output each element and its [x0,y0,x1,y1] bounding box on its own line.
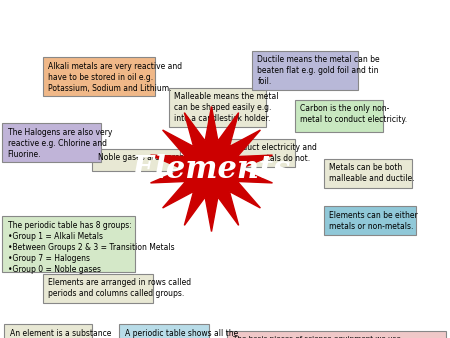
Text: An element is a substance
made from the same type of
atom.: An element is a substance made from the … [10,329,119,338]
FancyBboxPatch shape [2,123,101,162]
Text: The basic pieces of science equipment we use
are:
•Bunsen burner       •Boiling : The basic pieces of science equipment we… [233,336,400,338]
Text: Metals conduct electricity and
heat and non-metals do not.: Metals conduct electricity and heat and … [201,143,317,163]
FancyBboxPatch shape [4,324,92,338]
Text: Carbon is the only non-
metal to conduct electricity.: Carbon is the only non- metal to conduct… [300,104,407,124]
FancyBboxPatch shape [295,100,382,132]
FancyBboxPatch shape [2,216,135,272]
Text: The Halogens are also very
reactive e.g. Chlorine and
Fluorine.: The Halogens are also very reactive e.g.… [8,128,112,159]
Text: Elements can be either
metals or non-metals.: Elements can be either metals or non-met… [329,211,418,231]
Text: A periodic table shows all the
elements known to exist.: A periodic table shows all the elements … [125,329,238,338]
FancyBboxPatch shape [252,51,358,90]
FancyBboxPatch shape [43,274,153,303]
Text: Elements are arranged in rows called
periods and columns called groups.: Elements are arranged in rows called per… [48,278,191,298]
FancyBboxPatch shape [324,159,412,188]
FancyBboxPatch shape [196,139,295,167]
FancyBboxPatch shape [324,206,416,235]
FancyBboxPatch shape [227,331,446,338]
Polygon shape [151,106,272,232]
Text: Ductile means the metal can be
beaten flat e.g. gold foil and tin
foil.: Ductile means the metal can be beaten fl… [257,55,380,86]
Text: Malleable means the metal
can be shaped easily e.g.
into a candlestick holder.: Malleable means the metal can be shaped … [174,92,279,123]
Text: Elements: Elements [132,153,291,185]
FancyBboxPatch shape [92,149,180,171]
Text: The periodic table has 8 groups:
•Group 1 = Alkali Metals
•Between Groups 2 & 3 : The periodic table has 8 groups: •Group … [8,221,174,274]
FancyBboxPatch shape [119,324,209,338]
FancyBboxPatch shape [43,57,155,96]
Text: Noble gases are unreactive.: Noble gases are unreactive. [98,153,205,162]
Text: Metals can be both
malleable and ductile.: Metals can be both malleable and ductile… [329,163,415,183]
FancyBboxPatch shape [169,88,266,127]
Text: Alkali metals are very reactive and
have to be stored in oil e.g.
Potassium, Sod: Alkali metals are very reactive and have… [48,62,182,93]
